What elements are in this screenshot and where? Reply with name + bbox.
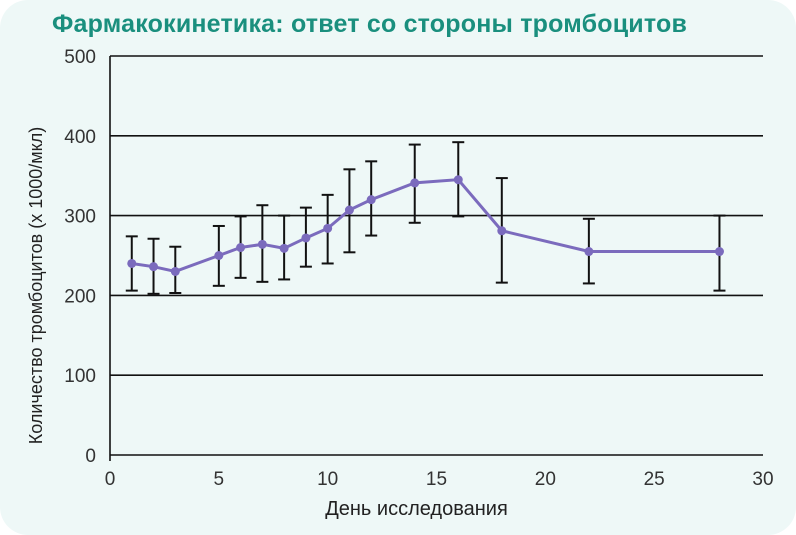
data-point: [257, 239, 267, 249]
data-point: [584, 247, 594, 257]
y-tick-label: 400: [64, 127, 96, 148]
y-tick-label: 500: [64, 47, 96, 68]
data-point: [497, 226, 507, 236]
y-axis-label: Количество тромбоцитов (x 1000/мкл): [26, 127, 46, 444]
x-tick-label: 20: [535, 469, 556, 490]
x-tick-label: 25: [644, 469, 665, 490]
data-point: [714, 247, 724, 257]
data-point: [410, 178, 420, 188]
y-tick-label: 300: [64, 207, 96, 228]
x-tick-label: 10: [317, 469, 338, 490]
x-tick-label: 0: [105, 469, 116, 490]
x-tick-label: 30: [752, 469, 773, 490]
x-tick-label: 15: [426, 469, 447, 490]
data-point: [214, 251, 224, 260]
data-point: [453, 175, 463, 185]
data-point: [170, 266, 180, 276]
y-tick-label: 0: [85, 446, 96, 467]
x-axis-label: День исследования: [325, 498, 508, 520]
data-point: [127, 258, 137, 268]
data-line: [131, 178, 720, 274]
data-point: [344, 205, 354, 215]
data-point: [301, 233, 311, 243]
data-point: [366, 195, 376, 205]
y-tick-label: 200: [64, 286, 96, 307]
data-point: [149, 262, 159, 272]
data-point: [236, 243, 246, 253]
data-point: [323, 223, 333, 233]
x-tick-label: 5: [214, 469, 225, 490]
chart-title: Фармакокинетика: ответ со стороны тромбо…: [52, 10, 688, 38]
y-tick-label: 100: [64, 366, 96, 387]
data-point: [279, 243, 289, 253]
